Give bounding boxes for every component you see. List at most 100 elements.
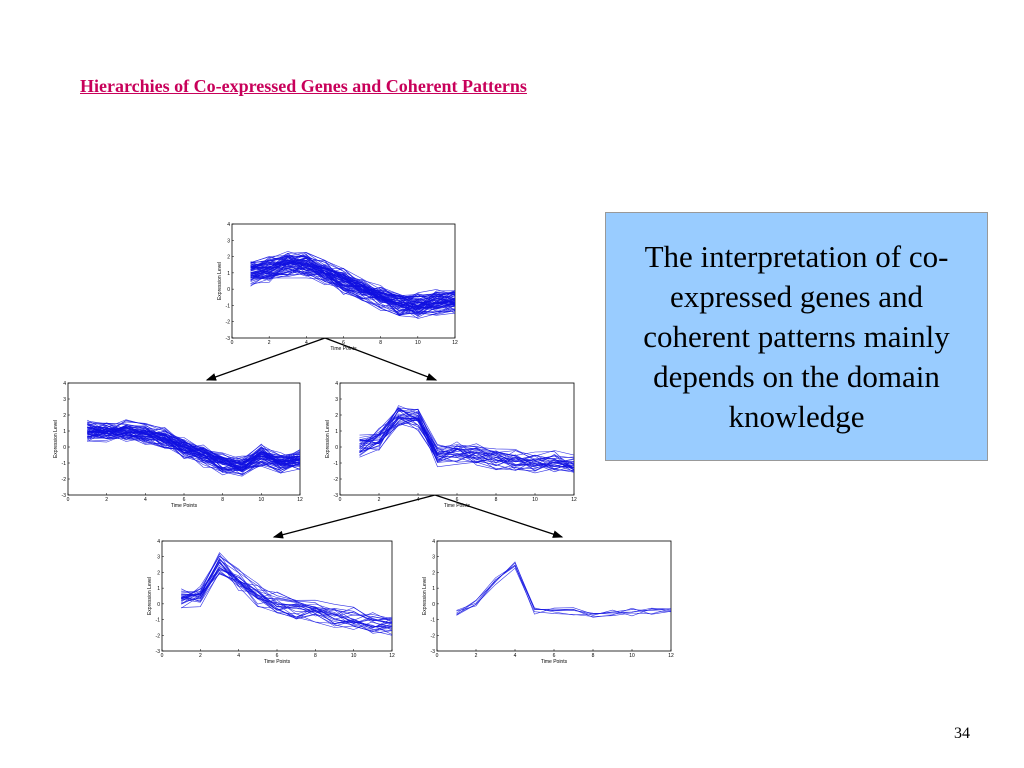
profile-line: [250, 271, 456, 311]
y-tick-label: -2: [156, 633, 161, 639]
x-tick-label: 6: [553, 653, 556, 659]
profile-line: [359, 413, 575, 473]
x-axis-label: Time Points: [171, 503, 198, 509]
y-tick-label: 4: [335, 381, 338, 387]
profile-line: [87, 424, 301, 472]
y-tick-label: -2: [226, 320, 231, 326]
y-tick-label: 0: [335, 445, 338, 451]
x-tick-label: 2: [268, 340, 271, 346]
y-tick-label: 0: [157, 602, 160, 608]
x-tick-label: 0: [67, 497, 70, 503]
x-tick-label: 12: [297, 497, 303, 503]
profile-line: [250, 254, 456, 306]
x-tick-label: 6: [276, 653, 279, 659]
x-tick-label: 10: [629, 653, 635, 659]
y-tick-label: -1: [226, 303, 231, 309]
y-axis-label: Expression Level: [53, 420, 59, 458]
profile-line: [87, 425, 301, 465]
y-tick-label: 4: [432, 539, 435, 545]
y-tick-label: 3: [227, 238, 230, 244]
y-tick-label: 2: [227, 255, 230, 261]
profile-line: [181, 561, 393, 631]
profile-line: [181, 571, 393, 636]
x-tick-label: 4: [514, 653, 517, 659]
x-tick-label: 12: [452, 340, 458, 346]
arrow: [434, 494, 564, 538]
x-tick-label: 4: [144, 497, 147, 503]
profile-line: [87, 432, 301, 474]
y-tick-label: -1: [156, 618, 161, 624]
profile-line: [87, 427, 301, 467]
y-axis-label: Expression Level: [422, 577, 428, 615]
profile-line: [181, 565, 393, 628]
y-tick-label: 3: [63, 397, 66, 403]
y-tick-label: 2: [157, 570, 160, 576]
y-tick-label: 1: [157, 586, 160, 592]
y-tick-label: 1: [63, 429, 66, 435]
x-tick-label: 0: [339, 497, 342, 503]
profile-line: [359, 415, 575, 473]
y-axis-label: Expression Level: [147, 577, 153, 615]
profile-line: [250, 272, 456, 316]
y-tick-label: 1: [335, 429, 338, 435]
x-axis-label: Time Points: [444, 503, 471, 509]
x-tick-label: 8: [221, 497, 224, 503]
y-tick-label: -3: [156, 649, 161, 655]
x-tick-label: 10: [532, 497, 538, 503]
y-tick-label: -2: [62, 477, 67, 483]
profile-line: [359, 413, 575, 462]
callout-box: The interpretation of co-expressed genes…: [605, 212, 988, 461]
y-tick-label: 4: [227, 222, 230, 228]
x-tick-label: 0: [231, 340, 234, 346]
y-tick-label: 1: [227, 271, 230, 277]
arrow: [324, 337, 438, 381]
y-tick-label: 2: [335, 413, 338, 419]
profile-line: [87, 427, 301, 471]
x-tick-label: 2: [105, 497, 108, 503]
y-tick-label: 0: [432, 602, 435, 608]
profile-line: [359, 418, 575, 471]
x-tick-label: 6: [342, 340, 345, 346]
profile-line: [181, 570, 393, 635]
profile-line: [250, 256, 456, 305]
y-tick-label: 3: [335, 397, 338, 403]
x-tick-label: 6: [456, 497, 459, 503]
plot-frame: [67, 382, 301, 496]
y-tick-label: -3: [431, 649, 436, 655]
y-tick-label: 2: [432, 570, 435, 576]
y-tick-label: 4: [63, 381, 66, 387]
y-tick-label: -3: [226, 336, 231, 342]
y-tick-label: 2: [63, 413, 66, 419]
plot-frame: [436, 540, 672, 652]
x-tick-label: 10: [415, 340, 421, 346]
profile-line: [250, 262, 456, 309]
y-tick-label: -2: [334, 477, 339, 483]
profile-line: [456, 564, 672, 615]
y-tick-label: 3: [432, 555, 435, 561]
x-tick-label: 0: [436, 653, 439, 659]
y-tick-label: -2: [431, 633, 436, 639]
y-tick-label: -3: [334, 493, 339, 499]
arrow: [272, 494, 436, 539]
y-tick-label: 1: [432, 586, 435, 592]
y-tick-label: -1: [334, 461, 339, 467]
y-tick-label: 0: [63, 445, 66, 451]
profile-line: [250, 268, 456, 308]
profile-line: [181, 560, 393, 628]
profile-line: [250, 259, 456, 310]
x-tick-label: 10: [259, 497, 265, 503]
profile-line: [456, 567, 672, 617]
x-tick-label: 12: [571, 497, 577, 503]
y-axis-label: Expression Level: [325, 420, 331, 458]
profile-line: [250, 260, 456, 315]
x-tick-label: 2: [475, 653, 478, 659]
x-tick-label: 12: [668, 653, 674, 659]
x-tick-label: 12: [389, 653, 395, 659]
x-axis-label: Time Points: [264, 659, 291, 665]
profile-line: [250, 261, 456, 315]
x-tick-label: 4: [417, 497, 420, 503]
profile-line: [359, 419, 575, 470]
